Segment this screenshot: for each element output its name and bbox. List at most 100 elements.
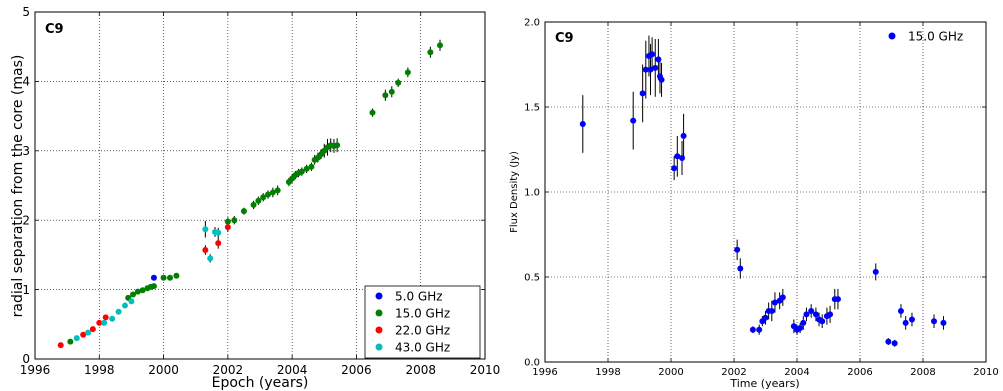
x-tick-label: 1998	[84, 363, 115, 377]
data-point	[630, 117, 637, 124]
x-tick-label: 2006	[341, 363, 372, 377]
data-point	[150, 283, 157, 290]
x-ticks: 1996 1998 2000 2002 2004 2006 2008 2010	[532, 22, 999, 378]
data-point	[269, 189, 276, 196]
y-tick-label: 0	[22, 352, 30, 366]
y-tick-label: 1.5	[524, 103, 540, 114]
x-tick-label: 2002	[721, 367, 746, 378]
data-point	[173, 272, 180, 279]
plot-area	[545, 22, 986, 362]
legend-label: 43.0 GHz	[395, 341, 450, 355]
data-point	[122, 302, 128, 309]
legend-label: 15.0 GHz	[908, 30, 963, 44]
data-point	[96, 319, 103, 326]
data-point	[274, 187, 281, 194]
data-point	[800, 319, 807, 326]
data-point	[102, 314, 109, 321]
x-tick-label: 2006	[847, 367, 872, 378]
data-point	[674, 153, 681, 160]
data-point	[808, 308, 815, 314]
data-point	[250, 201, 257, 208]
legend-marker	[375, 292, 383, 300]
data-point	[639, 90, 646, 97]
data-point	[303, 165, 310, 172]
data-point	[231, 217, 238, 224]
y-tick-label: 4	[22, 75, 30, 89]
data-point	[115, 308, 122, 315]
y-tick-label: 1.0	[524, 188, 540, 199]
data-point	[139, 287, 146, 294]
y-tick-label: 2.0	[524, 18, 540, 29]
data-point	[255, 197, 262, 204]
data-point	[834, 296, 841, 303]
data-point	[207, 255, 214, 262]
data-point	[872, 268, 879, 275]
legend-marker	[888, 32, 896, 40]
legend: 15.0 GHz	[888, 30, 963, 44]
legend-marker	[375, 343, 383, 351]
data-point	[57, 342, 64, 349]
data-point	[427, 49, 434, 56]
y-axis-label: Flux Density (Jy)	[509, 151, 520, 233]
data-point	[647, 66, 654, 73]
data-point	[215, 240, 222, 247]
data-point	[756, 326, 763, 333]
data-point	[85, 329, 92, 336]
data-point	[902, 319, 909, 326]
x-tick-label: 2000	[658, 367, 683, 378]
y-ticks: 0.0 0.5 1.0 1.5 2.0	[524, 18, 986, 369]
panel-label: C9	[555, 31, 574, 46]
x-tick-label: 1998	[595, 367, 620, 378]
grid	[35, 12, 485, 359]
legend-marker	[375, 309, 383, 317]
legend-label: 15.0 GHz	[395, 307, 450, 321]
x-tick-label: 1996	[532, 367, 557, 378]
data-point	[897, 308, 904, 314]
x-tick-label: 2004	[277, 363, 308, 377]
data-point	[298, 168, 305, 175]
data-point	[762, 314, 769, 321]
data-point	[404, 69, 411, 76]
data-point	[812, 311, 819, 318]
data-point	[655, 56, 662, 63]
data-point	[779, 294, 786, 301]
data-point	[130, 291, 137, 298]
separation-panel: 1996 1998 2000 2002 2004 2006 2008 2010 012345 …	[10, 5, 500, 391]
data-point	[891, 340, 898, 347]
x-ticks: 1996 1998 2000 2002 2004 2006 2008 2010	[20, 12, 500, 377]
y-tick-label: 2	[22, 213, 30, 227]
x-tick-label: 2000	[148, 363, 179, 377]
y-tick-label: 0.0	[524, 358, 540, 369]
legend-box	[364, 285, 481, 359]
data-point	[437, 42, 443, 49]
data-point	[240, 208, 247, 215]
x-axis-label: Epoch (years)	[212, 375, 309, 391]
x-tick-label: 2008	[405, 363, 436, 377]
data-point	[308, 163, 315, 170]
data-point	[671, 165, 678, 172]
plot-frame	[34, 11, 486, 360]
data-point	[369, 109, 376, 116]
data-point	[167, 274, 173, 281]
data-point	[202, 226, 209, 233]
data-point	[80, 331, 87, 338]
legend-label: 22.0 GHz	[395, 324, 450, 338]
data-point	[128, 298, 135, 305]
data-point	[931, 318, 938, 325]
flux-panel: 1996 1998 2000 2002 2004 2006 2008 2010 0.00.51…	[509, 18, 999, 391]
x-tick-label: 2002	[213, 363, 244, 377]
data-point	[797, 325, 804, 331]
legend-marker	[375, 326, 383, 334]
x-tick-label: 2004	[784, 367, 809, 378]
x-tick-label: 2008	[910, 367, 935, 378]
data-point	[819, 318, 826, 325]
data-point	[224, 218, 231, 225]
data-point	[649, 51, 656, 58]
panel-label: C9	[45, 22, 64, 37]
y-tick-label: 0.5	[524, 273, 540, 284]
data-point	[395, 79, 402, 86]
data-point	[737, 265, 744, 272]
y-tick-label: 5	[22, 5, 30, 19]
data-point	[940, 319, 947, 326]
y-axis-label: radial separation from the core (mas)	[10, 55, 26, 318]
